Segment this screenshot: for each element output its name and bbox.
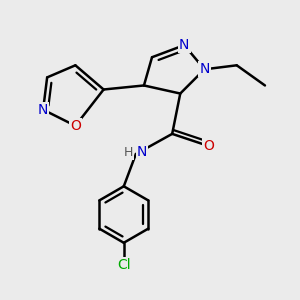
Text: O: O	[70, 119, 81, 133]
Text: Cl: Cl	[117, 258, 130, 272]
Text: N: N	[137, 145, 147, 159]
Text: N: N	[179, 38, 190, 52]
Text: O: O	[203, 139, 214, 153]
Text: N: N	[199, 62, 210, 76]
Text: H: H	[124, 146, 133, 158]
Text: N: N	[38, 103, 48, 117]
